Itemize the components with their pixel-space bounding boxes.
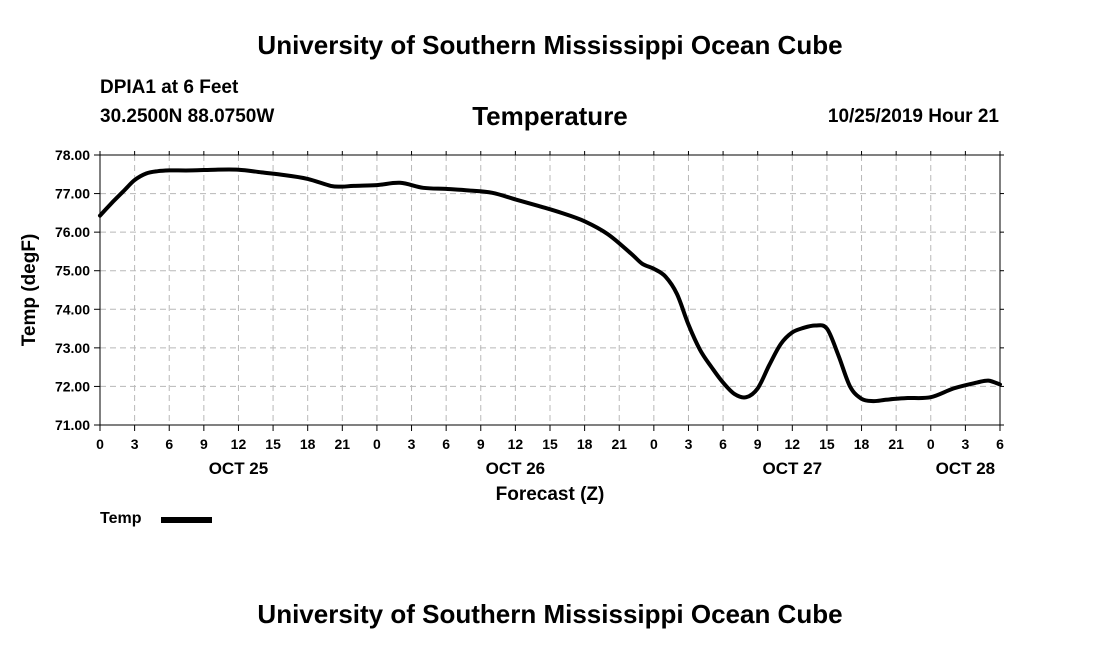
y-tick-label: 77.00: [55, 186, 90, 202]
y-tick-label: 71.00: [55, 417, 90, 433]
x-tick-label: 12: [508, 436, 524, 452]
x-day-label: OCT 28: [936, 459, 996, 478]
x-tick-label: 0: [373, 436, 381, 452]
x-tick-label: 18: [300, 436, 316, 452]
x-tick-label: 0: [927, 436, 935, 452]
y-tick-label: 73.00: [55, 340, 90, 356]
x-tick-label: 0: [96, 436, 104, 452]
legend-label: Temp: [100, 510, 142, 527]
plot-frame: [99, 154, 1001, 426]
x-tick-label: 9: [754, 436, 762, 452]
y-tick-label: 78.00: [55, 147, 90, 163]
y-tick-label: 74.00: [55, 301, 90, 317]
x-tick-label: 21: [611, 436, 627, 452]
x-day-label: OCT 27: [763, 459, 823, 478]
y-axis-label: Temp (degF): [19, 234, 40, 347]
x-tick-label: 12: [785, 436, 801, 452]
chart-title: Temperature: [472, 101, 628, 131]
run-time: 10/25/2019 Hour 21: [827, 106, 999, 127]
x-tick-label: 15: [265, 436, 281, 452]
y-tick-label: 75.00: [55, 263, 90, 279]
legend-swatch: [161, 517, 212, 523]
y-tick-label: 72.00: [55, 378, 90, 394]
station-coordinates: 30.2500N 88.0750W: [100, 106, 275, 127]
x-tick-label: 12: [231, 436, 247, 452]
x-tick-label: 3: [961, 436, 969, 452]
page-title: University of Southern Mississippi Ocean…: [257, 30, 843, 60]
x-tick-label: 9: [200, 436, 208, 452]
x-tick-label: 3: [408, 436, 416, 452]
x-tick-label: 15: [542, 436, 558, 452]
x-tick-label: 6: [996, 436, 1004, 452]
x-tick-label: 0: [650, 436, 658, 452]
x-axis-label: Forecast (Z): [496, 484, 605, 505]
x-tick-label: 3: [131, 436, 139, 452]
x-tick-label: 6: [719, 436, 727, 452]
x-day-label: OCT 25: [209, 459, 269, 478]
x-tick-label: 18: [577, 436, 593, 452]
y-tick-label: 76.00: [55, 224, 90, 240]
x-tick-label: 18: [854, 436, 870, 452]
x-tick-label: 15: [819, 436, 835, 452]
x-tick-label: 6: [442, 436, 450, 452]
x-tick-label: 9: [477, 436, 485, 452]
x-tick-label: 3: [685, 436, 693, 452]
x-day-label: OCT 26: [486, 459, 546, 478]
x-tick-label: 21: [335, 436, 351, 452]
x-tick-label: 21: [888, 436, 904, 452]
station-label: DPIA1 at 6 Feet: [100, 77, 239, 98]
x-tick-label: 6: [165, 436, 173, 452]
series-line-temp: [98, 167, 1002, 404]
footer-title: University of Southern Mississippi Ocean…: [257, 599, 843, 629]
